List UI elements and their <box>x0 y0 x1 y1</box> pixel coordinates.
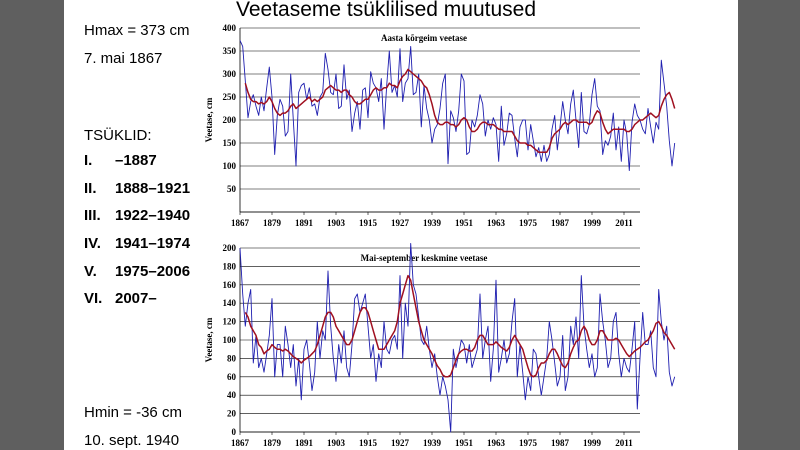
x-tick-label: 2011 <box>615 438 633 448</box>
cycle-number: V. <box>84 263 97 280</box>
cycle-range: 1975–2006 <box>115 263 191 280</box>
x-tick-label: 1867 <box>231 218 250 228</box>
x-tick-label: 1975 <box>519 438 538 448</box>
cycle-item: IV. 1941–1974 <box>84 235 190 252</box>
x-tick-label: 1939 <box>423 218 442 228</box>
cycle-item: III. 1922–1940 <box>84 207 190 224</box>
x-tick-label: 1963 <box>487 438 506 448</box>
x-tick-label: 1987 <box>551 438 570 448</box>
y-tick-label: 250 <box>223 92 237 102</box>
y-tick-label: 150 <box>223 138 237 148</box>
y-axis-label: Veetase, cm <box>204 97 214 142</box>
x-tick-label: 1999 <box>583 438 602 448</box>
y-tick-label: 40 <box>227 390 237 400</box>
x-tick-label: 1915 <box>359 218 378 228</box>
chart-title: Mai-september keskmine veetase <box>361 253 488 263</box>
x-tick-label: 1891 <box>295 438 314 448</box>
cycle-item: II. 1888–1921 <box>84 180 190 197</box>
x-tick-label: 1951 <box>455 438 474 448</box>
annual-series-line <box>239 40 676 172</box>
x-tick-label: 1891 <box>295 218 314 228</box>
x-tick-label: 1999 <box>583 218 602 228</box>
cycle-number: VI. <box>84 290 103 307</box>
cycle-range: 1941–1974 <box>115 235 191 252</box>
cycle-item: VI. 2007– <box>84 290 157 307</box>
slide: Veetaseme tsüklilised muutused Hmax = 37… <box>64 0 738 450</box>
cycle-range: 1888–1921 <box>115 180 191 197</box>
x-tick-label: 1927 <box>391 438 410 448</box>
x-tick-label: 1975 <box>519 218 538 228</box>
y-tick-label: 100 <box>223 161 237 171</box>
y-tick-label: 60 <box>227 372 237 382</box>
annual-series-line <box>239 242 676 433</box>
smoothed-series-line <box>244 274 676 378</box>
cycle-range: 1922–1940 <box>115 207 191 224</box>
y-tick-label: 300 <box>223 69 237 79</box>
x-tick-label: 1927 <box>391 218 410 228</box>
y-tick-label: 0 <box>232 427 237 437</box>
cycle-number: III. <box>84 207 101 224</box>
chart-title: Aasta kõrgeim veetase <box>381 33 467 43</box>
cycle-number: I. <box>84 152 93 169</box>
y-tick-label: 400 <box>223 23 237 33</box>
x-tick-label: 1903 <box>327 438 346 448</box>
y-tick-label: 160 <box>223 280 237 290</box>
y-tick-label: 80 <box>227 353 237 363</box>
hmax-label: Hmax = 373 cm <box>84 22 190 39</box>
y-tick-label: 200 <box>223 243 237 253</box>
x-tick-label: 1903 <box>327 218 346 228</box>
y-axis-label: Veetase, cm <box>204 317 214 362</box>
hmax-date: 7. mai 1867 <box>84 50 163 67</box>
slide-title: Veetaseme tsüklilised muutused <box>236 0 536 21</box>
x-tick-label: 1951 <box>455 218 474 228</box>
hmin-date: 10. sept. 1940 <box>84 432 180 449</box>
cycle-range: –1887 <box>115 152 157 169</box>
x-tick-label: 1879 <box>263 438 282 448</box>
hmin-label: Hmin = -36 cm <box>84 404 182 421</box>
y-tick-label: 20 <box>227 409 237 419</box>
y-tick-label: 100 <box>223 335 237 345</box>
cycle-number: IV. <box>84 235 101 252</box>
cycle-item: I. –1887 <box>84 152 157 169</box>
y-tick-label: 350 <box>223 46 237 56</box>
x-tick-label: 1939 <box>423 438 442 448</box>
x-tick-label: 1915 <box>359 438 378 448</box>
cycle-item: V. 1975–2006 <box>84 263 190 280</box>
x-tick-label: 1879 <box>263 218 282 228</box>
y-tick-label: 140 <box>223 298 237 308</box>
x-tick-label: 1867 <box>231 438 250 448</box>
smoothed-series-line <box>244 68 676 153</box>
y-tick-label: 50 <box>227 184 237 194</box>
y-tick-label: 120 <box>223 317 237 327</box>
cycle-range: 2007– <box>115 290 157 307</box>
y-tick-label: 180 <box>223 261 237 271</box>
x-tick-label: 1987 <box>551 218 570 228</box>
x-tick-label: 2011 <box>615 218 633 228</box>
y-tick-label: 200 <box>223 115 237 125</box>
x-tick-label: 1963 <box>487 218 506 228</box>
cycle-number: II. <box>84 180 97 197</box>
cycles-heading: TSÜKLID: <box>84 127 152 144</box>
